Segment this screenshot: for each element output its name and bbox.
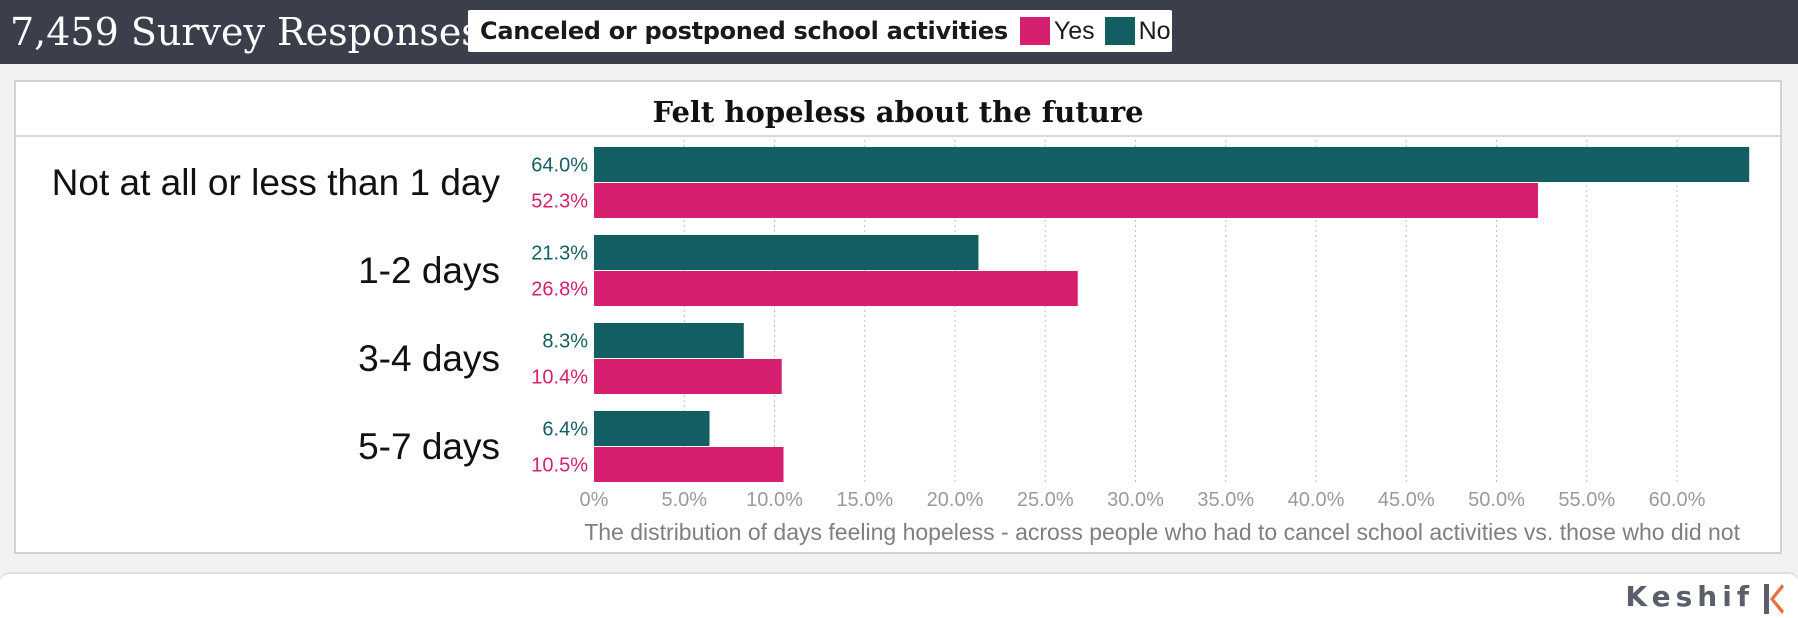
footer: Keshif [0, 572, 1798, 618]
chart-panel: Felt hopeless about the future Not at al… [14, 80, 1782, 554]
x-tick-label: 20.0% [927, 489, 984, 511]
x-tick-label: 15.0% [836, 489, 893, 511]
category-label[interactable]: 5-7 days [358, 426, 500, 467]
x-tick-label: 35.0% [1197, 489, 1254, 511]
bar-no[interactable] [594, 147, 1750, 182]
bar-no[interactable] [594, 411, 710, 446]
value-label: 10.5% [531, 455, 588, 477]
value-label: 26.8% [531, 279, 588, 301]
legend-title: Canceled or postponed school activities [480, 17, 1008, 45]
bar-no[interactable] [594, 235, 979, 270]
x-axis-label: The distribution of days feeling hopeles… [584, 519, 1740, 545]
x-tick-label: 55.0% [1558, 489, 1615, 511]
legend-swatch-yes [1019, 17, 1050, 45]
category-label[interactable]: 1-2 days [358, 250, 500, 291]
chart-title: Felt hopeless about the future [16, 82, 1780, 137]
bar-no[interactable] [594, 323, 744, 358]
category-label[interactable]: Not at all or less than 1 day [52, 162, 501, 203]
x-tick-label: 0% [580, 489, 609, 511]
legend-item-no[interactable]: No [1104, 16, 1171, 46]
value-label: 10.4% [531, 367, 588, 389]
x-tick-label: 40.0% [1288, 489, 1345, 511]
legend: Canceled or postponed school activities … [468, 10, 1172, 52]
x-tick-label: 5.0% [661, 489, 707, 511]
bar-yes[interactable] [594, 447, 784, 482]
category-label[interactable]: 3-4 days [358, 338, 500, 379]
x-tick-label: 10.0% [746, 489, 803, 511]
legend-item-yes[interactable]: Yes [1019, 16, 1095, 46]
bar-yes[interactable] [594, 271, 1078, 306]
legend-swatch-no [1104, 17, 1135, 45]
value-label: 8.3% [542, 331, 588, 353]
x-tick-label: 30.0% [1107, 489, 1164, 511]
top-bar: 7,459 Survey Responses Canceled or postp… [0, 0, 1798, 64]
x-tick-label: 50.0% [1468, 489, 1525, 511]
value-label: 21.3% [531, 243, 588, 265]
value-label: 6.4% [542, 419, 588, 441]
x-tick-label: 60.0% [1649, 489, 1706, 511]
brand-name[interactable]: Keshif [1625, 580, 1754, 613]
keshif-logo-icon[interactable] [1764, 584, 1784, 614]
bar-yes[interactable] [594, 359, 782, 394]
bar-yes[interactable] [594, 183, 1539, 218]
legend-label-yes: Yes [1053, 16, 1095, 45]
legend-label-no: No [1138, 16, 1171, 45]
value-label: 52.3% [531, 191, 588, 213]
value-label: 64.0% [531, 155, 588, 177]
x-tick-label: 25.0% [1017, 489, 1074, 511]
bar-chart: Not at all or less than 1 day 64.0% 52.3% 1… [52, 140, 1750, 545]
header-title: 7,459 Survey Responses [10, 10, 481, 54]
x-tick-label: 45.0% [1378, 489, 1435, 511]
